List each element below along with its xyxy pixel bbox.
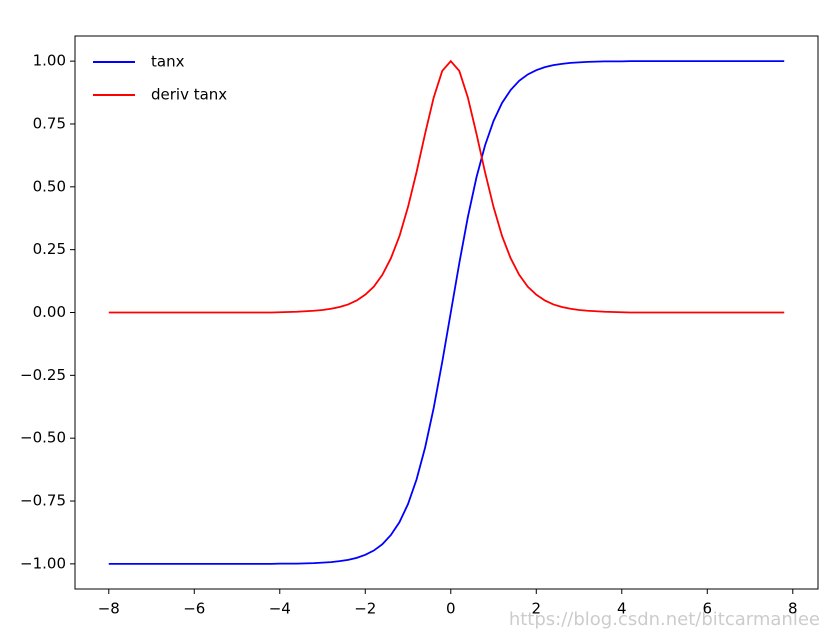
x-tick-label: −6	[183, 600, 205, 618]
x-tick-label: 0	[446, 600, 456, 618]
legend-label: tanx	[151, 53, 185, 71]
watermark: https://blog.csdn.net/bitcarmanlee	[509, 609, 820, 630]
y-tick-label: 1.00	[33, 52, 66, 70]
x-tick-label: −4	[269, 600, 291, 618]
x-tick-label: 4	[617, 600, 627, 618]
y-tick-label: −0.25	[20, 366, 66, 384]
x-tick-label: 8	[788, 600, 798, 618]
y-tick-label: 0.25	[33, 240, 66, 258]
y-tick-label: 0.50	[33, 177, 66, 195]
y-tick-label: 0.00	[33, 303, 66, 321]
y-tick-label: 0.75	[33, 114, 66, 132]
x-tick-label: 6	[703, 600, 713, 618]
line	[108, 60, 785, 565]
x-tick-label: −2	[354, 600, 376, 618]
y-tick-label: −0.50	[20, 429, 66, 447]
line	[108, 59, 785, 314]
x-tick-label: 2	[532, 600, 542, 618]
legend-label: deriv tanx	[151, 86, 227, 104]
y-tick-label: −0.75	[20, 492, 66, 510]
x-tick-label: −8	[98, 600, 120, 618]
y-tick-label: −1.00	[20, 554, 66, 572]
